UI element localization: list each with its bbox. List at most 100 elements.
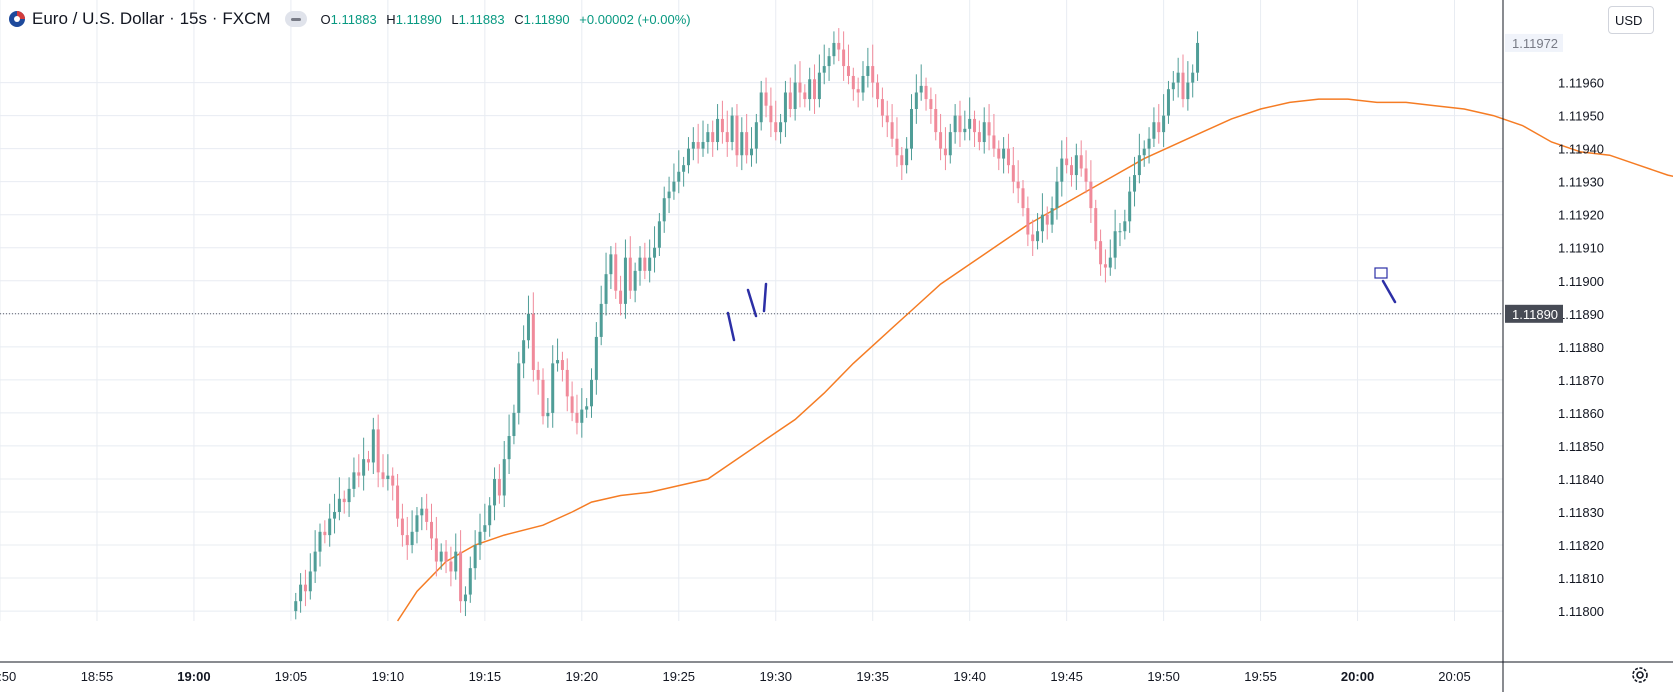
candle-body [939, 132, 943, 149]
trend-line-drawing [1381, 279, 1397, 304]
hide-legend-icon[interactable] [284, 11, 307, 27]
last-price-badge [1505, 304, 1563, 323]
candle-body [774, 122, 778, 133]
candle-body [371, 429, 375, 463]
price-tick-label: 1.11880 [1558, 340, 1604, 355]
candle-body [648, 257, 652, 271]
candle-body [779, 122, 783, 133]
candle-body [963, 128, 967, 133]
settings-gear-icon[interactable] [1631, 666, 1649, 684]
candle-body [769, 105, 773, 123]
ohlc-values: O1.11883 H1.11890 L1.11883 C1.11890 +0.0… [321, 12, 691, 27]
candle-body [1060, 158, 1064, 182]
candle-body [905, 148, 909, 166]
candle-body [507, 436, 511, 460]
candle-body [716, 118, 720, 143]
candle-body [483, 525, 487, 532]
time-tick-label: 19:40 [953, 669, 986, 684]
interval-label[interactable]: 15s [179, 9, 208, 28]
candle-body [526, 313, 530, 341]
candle-body [444, 551, 448, 562]
candle-body [337, 498, 341, 512]
candle-body [982, 122, 986, 143]
candle-body [1123, 221, 1127, 232]
price-tick-label: 1.11900 [1558, 274, 1604, 289]
candle-body [929, 99, 933, 110]
candle-body [308, 571, 312, 592]
candle-body [366, 459, 370, 463]
candle-body [1050, 208, 1054, 225]
candle-body [493, 478, 497, 506]
candle-body [876, 82, 880, 100]
candle-body [294, 601, 298, 612]
symbol-name[interactable]: Euro / U.S. Dollar [32, 9, 165, 28]
candle-body [357, 472, 361, 476]
candle-body [745, 132, 749, 156]
candle-body [468, 568, 472, 595]
price-tick-label: 1.11830 [1558, 505, 1604, 520]
exchange-label: FXCM [222, 9, 271, 28]
candlestick-series [294, 28, 1200, 620]
eur-usd-flag-icon [9, 11, 25, 27]
price-tick-label: 1.11870 [1558, 373, 1604, 388]
low-value: 1.11883 [458, 11, 505, 27]
candle-body [1142, 148, 1146, 156]
price-tick-label: 1.11950 [1558, 109, 1604, 124]
candle-body [299, 584, 303, 602]
time-tick-label: 19:00 [177, 669, 210, 684]
high-value: 1.11890 [395, 11, 442, 27]
candle-body [575, 412, 579, 423]
candle-body [977, 132, 981, 143]
drawings[interactable] [726, 267, 1397, 342]
candle-body [696, 142, 700, 149]
candle-body [813, 79, 817, 100]
candle-body [686, 148, 690, 166]
candle-body [1157, 122, 1161, 133]
candle-body [386, 475, 390, 479]
separator: · [169, 10, 175, 27]
candle-body [313, 551, 317, 572]
candle-body [342, 498, 346, 503]
time-tick-label: 19:15 [469, 669, 502, 684]
price-tick-label: 1.11960 [1558, 76, 1604, 91]
candle-body [619, 290, 623, 304]
candle-body [720, 118, 724, 133]
candle-body [1181, 72, 1185, 100]
candle-body [628, 257, 632, 291]
candle-body [1031, 234, 1035, 242]
candle-body [1128, 191, 1132, 222]
candle-body [827, 56, 831, 67]
candle-body [706, 132, 710, 143]
candle-body [488, 505, 492, 526]
candle-body [1137, 155, 1141, 176]
candle-body [400, 518, 404, 536]
candle-body [1016, 181, 1020, 189]
candle-body [735, 115, 739, 156]
candle-body [711, 132, 715, 143]
candle-body [677, 171, 681, 182]
candle-body [643, 257, 647, 271]
candle-body [347, 488, 351, 503]
candle-body [473, 545, 477, 569]
candle-body [997, 148, 1001, 159]
price-tick-label: 1.11930 [1558, 175, 1604, 190]
candle-body [1103, 264, 1107, 268]
candle-body [662, 198, 666, 222]
candle-body [856, 89, 860, 93]
candle-body [1002, 148, 1006, 159]
candle-body [672, 181, 676, 192]
candle-body [653, 247, 657, 258]
time-tick-label: 19:10 [372, 669, 405, 684]
candle-body [1089, 181, 1093, 209]
currency-button[interactable]: USD [1608, 6, 1654, 34]
price-tick-label: 1.11860 [1558, 406, 1604, 421]
candle-body [1040, 214, 1044, 232]
candle-body [323, 531, 327, 536]
candle-body [318, 531, 322, 552]
symbol-legend: Euro / U.S. Dollar · 15s · FXCM O1.11883… [8, 8, 691, 30]
candle-body [1006, 148, 1010, 166]
candle-body [885, 115, 889, 123]
price-tick-label: 1.11810 [1558, 571, 1604, 586]
candle-body [439, 551, 443, 562]
